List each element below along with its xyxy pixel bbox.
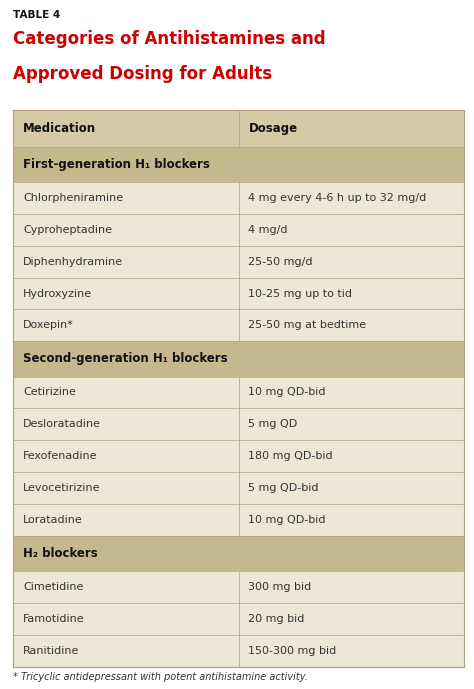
Text: 4 mg every 4-6 h up to 32 mg/d: 4 mg every 4-6 h up to 32 mg/d [248, 193, 427, 203]
Text: 10-25 mg up to tid: 10-25 mg up to tid [248, 289, 353, 298]
Text: Cetirizine: Cetirizine [23, 387, 76, 398]
Text: 20 mg bid: 20 mg bid [248, 614, 305, 624]
Text: Medication: Medication [23, 122, 96, 135]
Text: 5 mg QD: 5 mg QD [248, 420, 298, 429]
Text: H₂ blockers: H₂ blockers [23, 547, 98, 560]
Text: Dosage: Dosage [248, 122, 298, 135]
Text: 5 mg QD-bid: 5 mg QD-bid [248, 483, 319, 493]
Bar [13, 504, 464, 536]
Text: First-generation H₁ blockers: First-generation H₁ blockers [23, 158, 210, 171]
Bar [13, 571, 464, 603]
Bar [13, 110, 464, 147]
Bar [13, 342, 464, 376]
Text: 10 mg QD-bid: 10 mg QD-bid [248, 515, 326, 525]
Text: 25-50 mg at bedtime: 25-50 mg at bedtime [248, 320, 366, 331]
Bar [13, 472, 464, 504]
Text: Categories of Antihistamines and: Categories of Antihistamines and [13, 30, 326, 48]
Bar [13, 603, 464, 635]
Text: 180 mg QD-bid: 180 mg QD-bid [248, 451, 333, 462]
Bar [13, 376, 464, 409]
Bar [13, 147, 464, 182]
Text: Fexofenadine: Fexofenadine [23, 451, 98, 462]
Text: TABLE 4: TABLE 4 [13, 10, 60, 20]
Text: Diphenhydramine: Diphenhydramine [23, 256, 123, 267]
Text: Doxepin*: Doxepin* [23, 320, 74, 331]
Text: Cyproheptadine: Cyproheptadine [23, 225, 112, 235]
Text: * Tricyclic antidepressant with potent antihistamine activity.: * Tricyclic antidepressant with potent a… [13, 672, 308, 682]
Text: Ranitidine: Ranitidine [23, 646, 79, 656]
Bar [13, 536, 464, 571]
Bar [13, 440, 464, 472]
Bar [13, 309, 464, 342]
Bar [13, 278, 464, 309]
Text: Levocetirizine: Levocetirizine [23, 483, 100, 493]
Text: 10 mg QD-bid: 10 mg QD-bid [248, 387, 326, 398]
Text: 4 mg/d: 4 mg/d [248, 225, 288, 235]
Text: 150-300 mg bid: 150-300 mg bid [248, 646, 337, 656]
Text: Desloratadine: Desloratadine [23, 420, 101, 429]
Bar [13, 182, 464, 214]
Text: Famotidine: Famotidine [23, 614, 85, 624]
Text: Cimetidine: Cimetidine [23, 582, 83, 593]
Text: Second-generation H₁ blockers: Second-generation H₁ blockers [23, 353, 228, 365]
Text: Hydroxyzine: Hydroxyzine [23, 289, 92, 298]
Text: 300 mg bid: 300 mg bid [248, 582, 312, 593]
Text: Loratadine: Loratadine [23, 515, 83, 525]
Bar [13, 214, 464, 246]
Bar [13, 635, 464, 667]
Text: Approved Dosing for Adults: Approved Dosing for Adults [13, 65, 272, 83]
Bar [13, 409, 464, 440]
Bar [13, 246, 464, 278]
Text: Chlorpheniramine: Chlorpheniramine [23, 193, 123, 203]
Text: 25-50 mg/d: 25-50 mg/d [248, 256, 313, 267]
